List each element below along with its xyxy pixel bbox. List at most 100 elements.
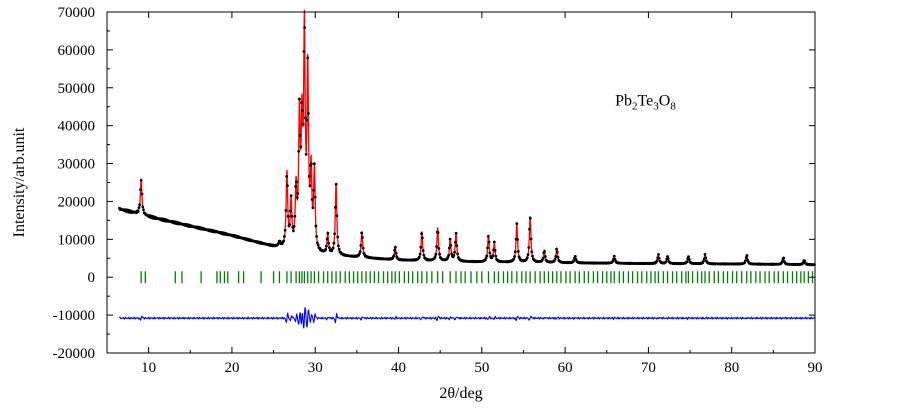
- observed-point: [324, 247, 328, 251]
- observed-point: [294, 185, 298, 188]
- observed-point: [328, 246, 331, 250]
- observed-point: [494, 254, 498, 258]
- observed-point: [301, 108, 304, 112]
- observed-point: [485, 254, 489, 258]
- compound-formula: Pb2Te3O8: [615, 93, 676, 113]
- observed-point: [420, 232, 423, 236]
- observed-point: [655, 259, 659, 263]
- observed-point: [744, 259, 747, 263]
- observed-point: [292, 224, 296, 228]
- observed-point: [312, 188, 316, 192]
- observed-point: [313, 162, 316, 166]
- observed-point: [315, 235, 319, 238]
- observed-point: [393, 245, 397, 249]
- observed-point: [337, 247, 341, 251]
- observed-point: [486, 234, 490, 238]
- observed-point: [298, 97, 301, 101]
- observed-point: [392, 254, 396, 258]
- observed-point: [435, 245, 438, 248]
- observed-point: [359, 243, 363, 247]
- observed-point: [529, 237, 533, 241]
- observed-point: [303, 26, 307, 29]
- observed-point: [543, 255, 547, 258]
- difference-line: [118, 307, 816, 329]
- observed-point: [419, 245, 423, 249]
- observed-point: [417, 255, 421, 259]
- observed-point: [333, 232, 337, 236]
- observed-point: [528, 216, 532, 220]
- observed-point: [293, 214, 297, 218]
- observed-point: [139, 179, 143, 182]
- observed-point: [307, 174, 311, 178]
- observed-point: [286, 214, 290, 218]
- observed-point: [437, 247, 441, 250]
- observed-point: [803, 259, 807, 263]
- observed-point: [484, 256, 488, 260]
- y-tick-label: 50000: [58, 81, 96, 97]
- observed-point: [140, 192, 144, 196]
- calculated-line: [119, 9, 815, 266]
- observed-point: [334, 182, 338, 186]
- x-tick-label: 70: [641, 360, 656, 376]
- y-tick-label: 0: [88, 270, 96, 286]
- observed-points: [118, 26, 816, 267]
- observed-point: [357, 252, 361, 256]
- observed-point: [327, 241, 331, 245]
- x-tick-label: 50: [474, 360, 489, 376]
- observed-point: [515, 222, 519, 226]
- observed-point: [526, 253, 530, 257]
- observed-point: [782, 256, 786, 260]
- observed-point: [453, 240, 457, 244]
- calculated-curve: [119, 9, 815, 266]
- observed-point: [333, 206, 337, 209]
- observed-point: [541, 256, 545, 260]
- observed-point: [513, 255, 516, 258]
- observed-point: [456, 252, 459, 256]
- observed-point: [304, 116, 307, 120]
- observed-point: [420, 236, 424, 240]
- y-tick-label: 20000: [58, 194, 96, 210]
- observed-point: [289, 209, 292, 213]
- x-tick-label: 10: [141, 360, 156, 376]
- observed-point: [664, 260, 668, 264]
- observed-point: [491, 254, 495, 258]
- observed-point: [452, 254, 456, 257]
- observed-point: [302, 50, 306, 53]
- observed-point: [516, 250, 520, 253]
- x-tick-label: 60: [558, 360, 573, 376]
- observed-point: [288, 223, 292, 227]
- observed-point: [332, 241, 336, 245]
- observed-point: [331, 246, 335, 250]
- observed-point: [525, 256, 529, 260]
- observed-point: [447, 246, 451, 250]
- observed-point: [289, 194, 293, 198]
- observed-point: [434, 252, 438, 256]
- y-tick-label: 10000: [58, 232, 96, 248]
- observed-point: [325, 244, 328, 248]
- observed-point: [300, 101, 304, 104]
- observed-point: [528, 227, 531, 231]
- y-axis: -20000 -10000 0 10000 20000 30000 40000 50000 60…: [53, 5, 815, 362]
- observed-point: [543, 250, 546, 253]
- observed-point: [325, 237, 329, 241]
- observed-point: [314, 224, 318, 228]
- bragg-ticks: [140, 271, 814, 284]
- y-tick-label: 60000: [58, 43, 96, 59]
- y-tick-label: 40000: [58, 119, 96, 135]
- observed-point: [139, 188, 142, 192]
- observed-point: [142, 208, 145, 212]
- observed-point: [336, 244, 340, 248]
- observed-point: [295, 180, 298, 184]
- observed-point: [285, 174, 289, 178]
- observed-point: [702, 259, 705, 263]
- x-axis: 10 20 30 40 50 60 70 80 90: [106, 12, 823, 376]
- observed-point: [304, 152, 308, 156]
- observed-point: [137, 206, 141, 210]
- observed-point: [290, 214, 294, 218]
- observed-point: [493, 248, 497, 252]
- observed-point: [335, 214, 339, 218]
- observed-point: [326, 231, 330, 235]
- observed-point: [436, 231, 440, 235]
- observed-point: [307, 112, 310, 115]
- observed-point: [299, 145, 303, 149]
